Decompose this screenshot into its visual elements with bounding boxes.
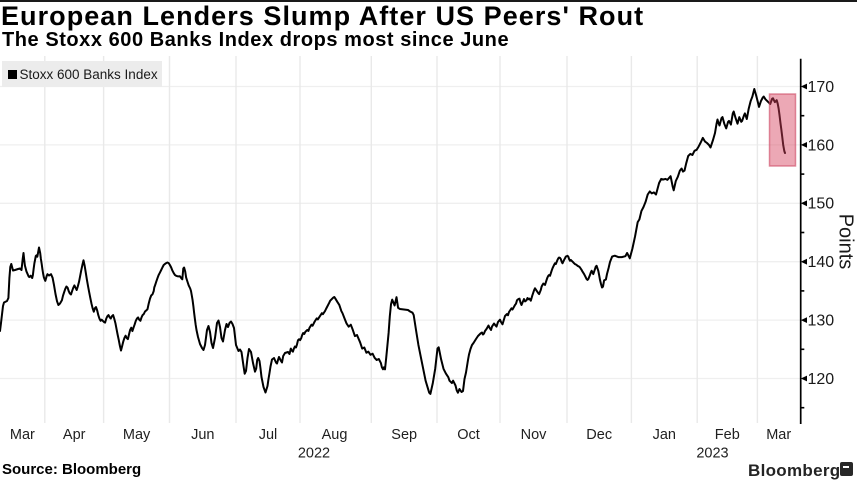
svg-text:Oct: Oct [457, 427, 480, 443]
svg-text:Apr: Apr [63, 427, 86, 443]
svg-text:120: 120 [808, 371, 835, 388]
svg-text:2023: 2023 [696, 446, 728, 462]
svg-text:Nov: Nov [521, 427, 548, 443]
svg-text:May: May [123, 427, 151, 443]
svg-text:Jul: Jul [259, 427, 278, 443]
svg-text:Jun: Jun [191, 427, 214, 443]
svg-text:Points: Points [835, 214, 857, 270]
svg-text:140: 140 [808, 254, 835, 271]
svg-text:2022: 2022 [298, 446, 330, 462]
svg-text:150: 150 [808, 196, 835, 213]
svg-text:Jan: Jan [653, 427, 676, 443]
svg-text:130: 130 [808, 313, 835, 330]
svg-text:Feb: Feb [715, 427, 740, 443]
svg-text:Mar: Mar [766, 427, 791, 443]
svg-text:Sep: Sep [391, 427, 417, 443]
svg-text:Dec: Dec [586, 427, 612, 443]
svg-text:Mar: Mar [10, 427, 35, 443]
svg-text:Aug: Aug [322, 427, 348, 443]
svg-text:160: 160 [808, 137, 835, 154]
svg-text:170: 170 [808, 79, 835, 96]
